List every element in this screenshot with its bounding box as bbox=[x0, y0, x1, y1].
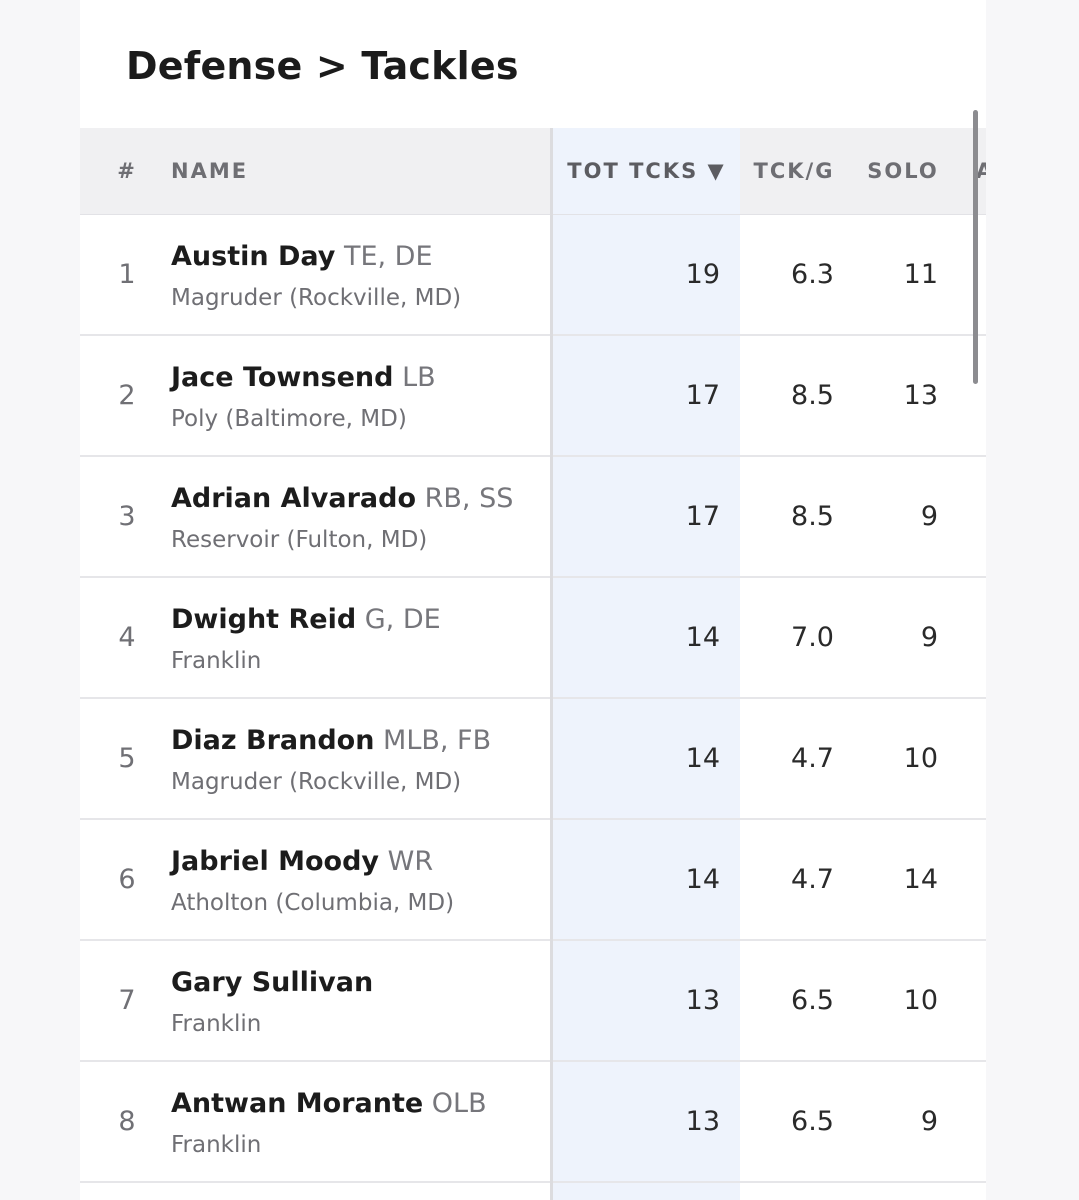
tck-g-cell: 4.7 bbox=[791, 743, 834, 774]
player-name-line: Antwan Morante OLB bbox=[171, 1088, 487, 1119]
solo-cell: 9 bbox=[920, 1106, 938, 1137]
player-name-line: Diaz Brandon MLB, FB bbox=[171, 725, 491, 756]
stats-table: # NAME TOT TCKS ▼ TCK/G SOLO 1 Austin Day… bbox=[80, 128, 986, 1183]
table-row[interactable]: 7 Gary Sullivan Franklin 13 6.5 10 bbox=[80, 941, 986, 1062]
solo-cell: 11 bbox=[903, 259, 938, 290]
table-row[interactable]: 3 Adrian Alvarado RB, SS Reservoir (Fulton… bbox=[80, 457, 986, 578]
solo-cell: 10 bbox=[903, 743, 938, 774]
player-name-line: Austin Day TE, DE bbox=[171, 241, 433, 272]
tot-tcks-cell: 17 bbox=[685, 501, 720, 532]
player-position: G, DE bbox=[364, 604, 441, 635]
tck-g-cell: 8.5 bbox=[791, 380, 834, 411]
rank-cell: 3 bbox=[118, 501, 136, 532]
tot-tcks-cell: 13 bbox=[685, 985, 720, 1016]
rank-cell: 5 bbox=[118, 743, 136, 774]
player-school: Franklin bbox=[171, 648, 262, 674]
solo-cell: 9 bbox=[920, 501, 938, 532]
rank-cell: 2 bbox=[118, 380, 136, 411]
player-school: Magruder (Rockville, MD) bbox=[171, 285, 462, 311]
scrollbar[interactable] bbox=[973, 110, 978, 384]
player-school: Atholton (Columbia, MD) bbox=[171, 890, 455, 916]
player-name-link[interactable]: Austin Day bbox=[171, 241, 336, 272]
solo-cell: 13 bbox=[903, 380, 938, 411]
player-school: Franklin bbox=[171, 1132, 262, 1158]
player-name-line: Dwight Reid G, DE bbox=[171, 604, 441, 635]
player-name-line: Jace Townsend LB bbox=[171, 362, 436, 393]
player-name-link[interactable]: Gary Sullivan bbox=[171, 967, 374, 998]
player-school: Franklin bbox=[171, 1011, 262, 1037]
solo-cell: 14 bbox=[903, 864, 938, 895]
table-row[interactable]: 5 Diaz Brandon MLB, FB Magruder (Rockville… bbox=[80, 699, 986, 820]
player-name-link[interactable]: Antwan Morante bbox=[171, 1088, 424, 1119]
tck-g-cell: 7.0 bbox=[791, 622, 834, 653]
rank-cell: 7 bbox=[118, 985, 136, 1016]
rank-cell: 4 bbox=[118, 622, 136, 653]
column-header-tck-g[interactable]: TCK/G bbox=[753, 159, 835, 183]
player-school: Reservoir (Fulton, MD) bbox=[171, 527, 428, 553]
tck-g-cell: 6.5 bbox=[791, 985, 834, 1016]
player-position: RB, SS bbox=[424, 483, 514, 514]
rank-cell: 6 bbox=[118, 864, 136, 895]
sorted-column-highlight bbox=[553, 128, 740, 1200]
tot-tcks-cell: 14 bbox=[685, 864, 720, 895]
table-row[interactable]: 4 Dwight Reid G, DE Franklin 14 7.0 9 bbox=[80, 578, 986, 699]
player-school: Poly (Baltimore, MD) bbox=[171, 406, 407, 432]
tot-tcks-cell: 19 bbox=[685, 259, 720, 290]
player-position: WR bbox=[387, 846, 434, 877]
tot-tcks-cell: 17 bbox=[685, 380, 720, 411]
player-name-link[interactable]: Jabriel Moody bbox=[171, 846, 380, 877]
solo-cell: 9 bbox=[920, 622, 938, 653]
tot-tcks-cell: 14 bbox=[685, 743, 720, 774]
table-row[interactable]: 1 Austin Day TE, DE Magruder (Rockville, M… bbox=[80, 215, 986, 336]
player-name-link[interactable]: Diaz Brandon bbox=[171, 725, 375, 756]
table-row[interactable]: 8 Antwan Morante OLB Franklin 13 6.5 9 bbox=[80, 1062, 986, 1183]
rank-cell: 1 bbox=[118, 259, 136, 290]
player-name-link[interactable]: Dwight Reid bbox=[171, 604, 357, 635]
table-row[interactable]: 2 Jace Townsend LB Poly (Baltimore, MD) 17 8… bbox=[80, 336, 986, 457]
tot-tcks-cell: 13 bbox=[685, 1106, 720, 1137]
column-header-solo[interactable]: SOLO bbox=[867, 159, 939, 183]
tck-g-cell: 6.3 bbox=[791, 259, 834, 290]
player-name-link[interactable]: Jace Townsend bbox=[171, 362, 394, 393]
player-name-link[interactable]: Adrian Alvarado bbox=[171, 483, 417, 514]
column-header-partial[interactable]: A bbox=[976, 159, 986, 183]
solo-cell: 10 bbox=[903, 985, 938, 1016]
table-header: # NAME TOT TCKS ▼ TCK/G SOLO bbox=[80, 128, 986, 215]
sticky-column-divider bbox=[550, 128, 553, 1200]
tot-tcks-cell: 14 bbox=[685, 622, 720, 653]
player-name-line: Gary Sullivan bbox=[171, 967, 373, 998]
column-header-tot-tcks[interactable]: TOT TCKS ▼ bbox=[553, 128, 740, 214]
player-name-line: Adrian Alvarado RB, SS bbox=[171, 483, 513, 514]
player-position: TE, DE bbox=[343, 241, 433, 272]
tck-g-cell: 8.5 bbox=[791, 501, 834, 532]
player-position: LB bbox=[402, 362, 436, 393]
tck-g-cell: 4.7 bbox=[791, 864, 834, 895]
page-title: Defense > Tackles bbox=[126, 44, 519, 88]
player-name-line: Jabriel Moody WR bbox=[171, 846, 433, 877]
table-body: 1 Austin Day TE, DE Magruder (Rockville, M… bbox=[80, 215, 986, 1183]
tck-g-cell: 6.5 bbox=[791, 1106, 834, 1137]
player-position: MLB, FB bbox=[383, 725, 492, 756]
player-position: OLB bbox=[431, 1088, 487, 1119]
rank-cell: 8 bbox=[118, 1106, 136, 1137]
column-header-rank[interactable]: # bbox=[117, 159, 137, 183]
table-row[interactable]: 6 Jabriel Moody WR Atholton (Columbia, MD)… bbox=[80, 820, 986, 941]
stats-card: Defense > Tackles # NAME TOT TCKS ▼ TCK/… bbox=[80, 0, 986, 1200]
column-header-name[interactable]: NAME bbox=[171, 159, 249, 183]
player-school: Magruder (Rockville, MD) bbox=[171, 769, 462, 795]
